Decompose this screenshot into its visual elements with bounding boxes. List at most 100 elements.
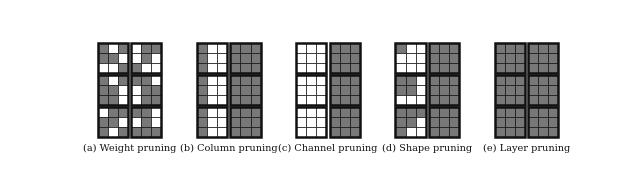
Bar <box>415 117 426 127</box>
Bar <box>330 107 360 137</box>
Bar <box>230 107 260 137</box>
Bar <box>241 43 250 53</box>
Bar <box>230 63 241 73</box>
Bar <box>98 127 108 137</box>
Bar <box>429 53 439 63</box>
Bar <box>449 95 459 105</box>
Bar <box>207 117 217 127</box>
Bar <box>415 107 426 117</box>
Bar <box>217 127 227 137</box>
Bar <box>217 107 227 117</box>
Bar <box>307 63 316 73</box>
Bar <box>296 107 326 137</box>
Bar <box>241 85 250 95</box>
Bar <box>429 107 459 137</box>
Bar <box>151 107 161 117</box>
Bar <box>415 53 426 63</box>
Bar <box>296 95 307 105</box>
Bar <box>131 107 141 117</box>
Bar <box>528 117 538 127</box>
Bar <box>495 127 505 137</box>
Bar <box>429 95 439 105</box>
Bar <box>118 107 128 117</box>
Bar <box>108 127 118 137</box>
Bar <box>316 63 326 73</box>
Bar <box>316 95 326 105</box>
Bar <box>108 85 118 95</box>
Bar <box>108 63 118 73</box>
Bar <box>131 85 141 95</box>
Bar <box>439 85 449 95</box>
Bar <box>316 127 326 137</box>
Bar <box>197 127 207 137</box>
Bar <box>538 85 548 95</box>
Bar <box>528 53 538 63</box>
Bar <box>131 127 141 137</box>
Bar <box>131 63 141 73</box>
Bar <box>217 117 227 127</box>
Bar <box>307 127 316 137</box>
Bar <box>495 95 505 105</box>
Bar <box>250 53 260 63</box>
Bar <box>415 127 426 137</box>
Bar <box>141 127 151 137</box>
Bar <box>230 75 241 85</box>
Bar <box>515 75 525 85</box>
Bar <box>230 85 241 95</box>
Bar <box>217 85 227 95</box>
Bar <box>230 75 260 105</box>
Bar <box>396 95 406 105</box>
Bar <box>316 75 326 85</box>
Bar <box>108 43 118 53</box>
Bar <box>505 117 515 127</box>
Bar <box>217 43 227 53</box>
Bar <box>207 95 217 105</box>
Bar <box>108 53 118 63</box>
Bar <box>151 117 161 127</box>
Bar <box>548 53 558 63</box>
Bar <box>495 85 505 95</box>
Bar <box>197 43 207 53</box>
Bar <box>197 75 207 85</box>
Bar <box>330 53 340 63</box>
Bar <box>528 85 538 95</box>
Bar <box>230 53 241 63</box>
Bar <box>495 75 505 85</box>
Bar <box>429 127 439 137</box>
Bar <box>396 43 426 73</box>
Bar <box>415 63 426 73</box>
Bar <box>495 53 505 63</box>
Bar <box>330 43 360 73</box>
Bar <box>98 107 108 117</box>
Bar <box>505 43 515 53</box>
Text: (a) Weight pruning: (a) Weight pruning <box>83 144 176 153</box>
Bar <box>528 75 538 85</box>
Bar <box>449 127 459 137</box>
Bar <box>439 107 449 117</box>
Bar <box>230 127 241 137</box>
Bar <box>296 85 307 95</box>
Bar <box>505 107 515 117</box>
Bar <box>449 107 459 117</box>
Bar <box>449 53 459 63</box>
Bar <box>250 95 260 105</box>
Bar <box>241 117 250 127</box>
Bar <box>548 75 558 85</box>
Bar <box>396 75 406 85</box>
Bar <box>241 75 250 85</box>
Bar <box>151 95 161 105</box>
Bar <box>316 53 326 63</box>
Bar <box>528 127 538 137</box>
Bar <box>330 75 340 85</box>
Bar <box>429 107 439 117</box>
Bar <box>330 127 340 137</box>
Bar <box>396 43 406 53</box>
Bar <box>296 43 326 73</box>
Bar <box>340 127 349 137</box>
Bar <box>316 117 326 127</box>
Bar <box>207 63 217 73</box>
Bar <box>495 43 525 73</box>
Bar <box>396 117 406 127</box>
Bar <box>151 63 161 73</box>
Bar <box>449 85 459 95</box>
